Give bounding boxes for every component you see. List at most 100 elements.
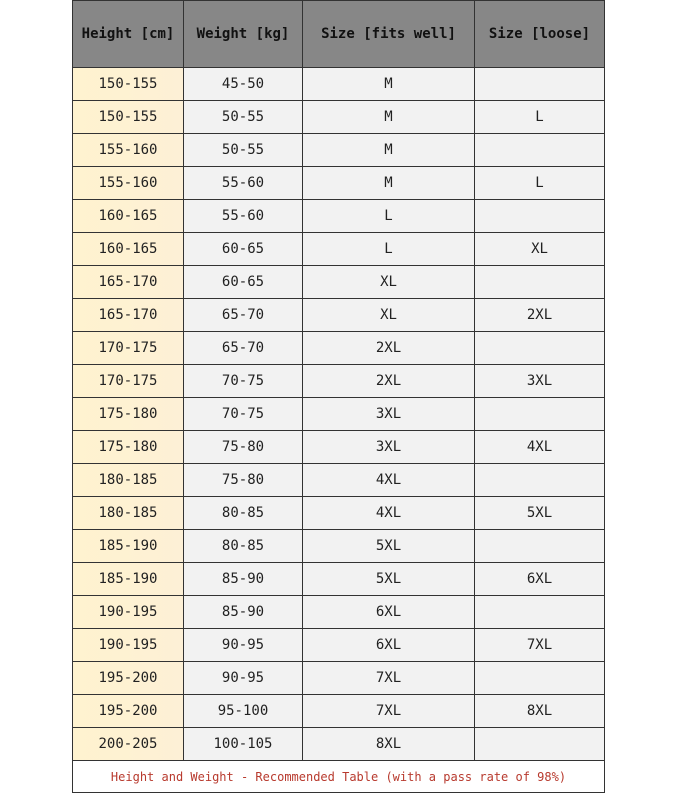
weight-cell: 50-55 (183, 133, 303, 167)
table-row: 200-205 100-105 8XL (72, 727, 605, 761)
size-fits-well-cell: 3XL (302, 397, 475, 431)
weight-cell: 85-90 (183, 562, 303, 596)
weight-cell: 65-70 (183, 331, 303, 365)
table-row: 165-170 60-65 XL (72, 265, 605, 299)
size-loose-cell (474, 727, 605, 761)
table-row: 170-175 70-75 2XL 3XL (72, 364, 605, 398)
height-cell: 185-190 (72, 562, 184, 596)
size-fits-well-cell: 8XL (302, 727, 475, 761)
size-loose-cell (474, 265, 605, 299)
size-fits-well-cell: 7XL (302, 661, 475, 695)
size-fits-well-cell: 5XL (302, 562, 475, 596)
height-cell: 165-170 (72, 298, 184, 332)
size-loose-cell: 5XL (474, 496, 605, 530)
height-cell: 150-155 (72, 100, 184, 134)
size-fits-well-cell: 5XL (302, 529, 475, 563)
table-caption: Height and Weight - Recommended Table (w… (72, 760, 605, 793)
table-row: 170-175 65-70 2XL (72, 331, 605, 365)
header-size-fits-well: Size [fits well] (302, 0, 475, 68)
size-fits-well-cell: L (302, 199, 475, 233)
size-loose-cell: 2XL (474, 298, 605, 332)
table-row: 190-195 90-95 6XL 7XL (72, 628, 605, 662)
size-fits-well-cell: 6XL (302, 628, 475, 662)
table-row: 155-160 50-55 M (72, 133, 605, 167)
size-fits-well-cell: 4XL (302, 463, 475, 497)
weight-cell: 55-60 (183, 166, 303, 200)
size-loose-cell: L (474, 100, 605, 134)
weight-cell: 50-55 (183, 100, 303, 134)
height-cell: 195-200 (72, 694, 184, 728)
table-row: 180-185 80-85 4XL 5XL (72, 496, 605, 530)
height-cell: 200-205 (72, 727, 184, 761)
size-fits-well-cell: 6XL (302, 595, 475, 629)
size-fits-well-cell: M (302, 100, 475, 134)
height-cell: 160-165 (72, 199, 184, 233)
table-row: 175-180 70-75 3XL (72, 397, 605, 431)
height-cell: 150-155 (72, 67, 184, 101)
size-loose-cell (474, 67, 605, 101)
size-loose-cell: 6XL (474, 562, 605, 596)
size-fits-well-cell: 3XL (302, 430, 475, 464)
size-fits-well-cell: 7XL (302, 694, 475, 728)
header-height: Height [cm] (72, 0, 184, 68)
table-row: 185-190 80-85 5XL (72, 529, 605, 563)
table-row: 160-165 55-60 L (72, 199, 605, 233)
size-loose-cell (474, 661, 605, 695)
size-fits-well-cell: 2XL (302, 364, 475, 398)
size-fits-well-cell: 4XL (302, 496, 475, 530)
height-cell: 165-170 (72, 265, 184, 299)
table-row: 175-180 75-80 3XL 4XL (72, 430, 605, 464)
header-size-loose: Size [loose] (474, 0, 605, 68)
size-fits-well-cell: XL (302, 265, 475, 299)
size-fits-well-cell: M (302, 133, 475, 167)
table-row: 150-155 50-55 M L (72, 100, 605, 134)
weight-cell: 60-65 (183, 232, 303, 266)
weight-cell: 95-100 (183, 694, 303, 728)
height-cell: 175-180 (72, 430, 184, 464)
height-cell: 190-195 (72, 628, 184, 662)
table-row: 190-195 85-90 6XL (72, 595, 605, 629)
height-cell: 155-160 (72, 166, 184, 200)
weight-cell: 75-80 (183, 430, 303, 464)
weight-cell: 100-105 (183, 727, 303, 761)
size-loose-cell: XL (474, 232, 605, 266)
table-row: 155-160 55-60 M L (72, 166, 605, 200)
weight-cell: 80-85 (183, 529, 303, 563)
size-loose-cell (474, 133, 605, 167)
weight-cell: 85-90 (183, 595, 303, 629)
height-cell: 190-195 (72, 595, 184, 629)
height-cell: 195-200 (72, 661, 184, 695)
size-chart-table: Height [cm] Weight [kg] Size [fits well]… (72, 0, 605, 793)
header-weight: Weight [kg] (183, 0, 303, 68)
height-cell: 155-160 (72, 133, 184, 167)
size-fits-well-cell: M (302, 67, 475, 101)
table-row: 165-170 65-70 XL 2XL (72, 298, 605, 332)
table-row: 180-185 75-80 4XL (72, 463, 605, 497)
height-cell: 160-165 (72, 232, 184, 266)
size-loose-cell (474, 331, 605, 365)
weight-cell: 90-95 (183, 628, 303, 662)
weight-cell: 45-50 (183, 67, 303, 101)
size-fits-well-cell: XL (302, 298, 475, 332)
weight-cell: 75-80 (183, 463, 303, 497)
height-cell: 175-180 (72, 397, 184, 431)
weight-cell: 70-75 (183, 364, 303, 398)
size-loose-cell (474, 595, 605, 629)
header-row: Height [cm] Weight [kg] Size [fits well]… (72, 0, 605, 68)
size-loose-cell: 7XL (474, 628, 605, 662)
size-loose-cell (474, 463, 605, 497)
size-loose-cell (474, 397, 605, 431)
size-fits-well-cell: L (302, 232, 475, 266)
height-cell: 170-175 (72, 331, 184, 365)
size-loose-cell: 4XL (474, 430, 605, 464)
weight-cell: 80-85 (183, 496, 303, 530)
height-cell: 180-185 (72, 463, 184, 497)
height-cell: 180-185 (72, 496, 184, 530)
weight-cell: 70-75 (183, 397, 303, 431)
size-loose-cell: L (474, 166, 605, 200)
table-row: 195-200 95-100 7XL 8XL (72, 694, 605, 728)
size-fits-well-cell: 2XL (302, 331, 475, 365)
size-loose-cell (474, 529, 605, 563)
size-loose-cell: 8XL (474, 694, 605, 728)
table-row: 185-190 85-90 5XL 6XL (72, 562, 605, 596)
